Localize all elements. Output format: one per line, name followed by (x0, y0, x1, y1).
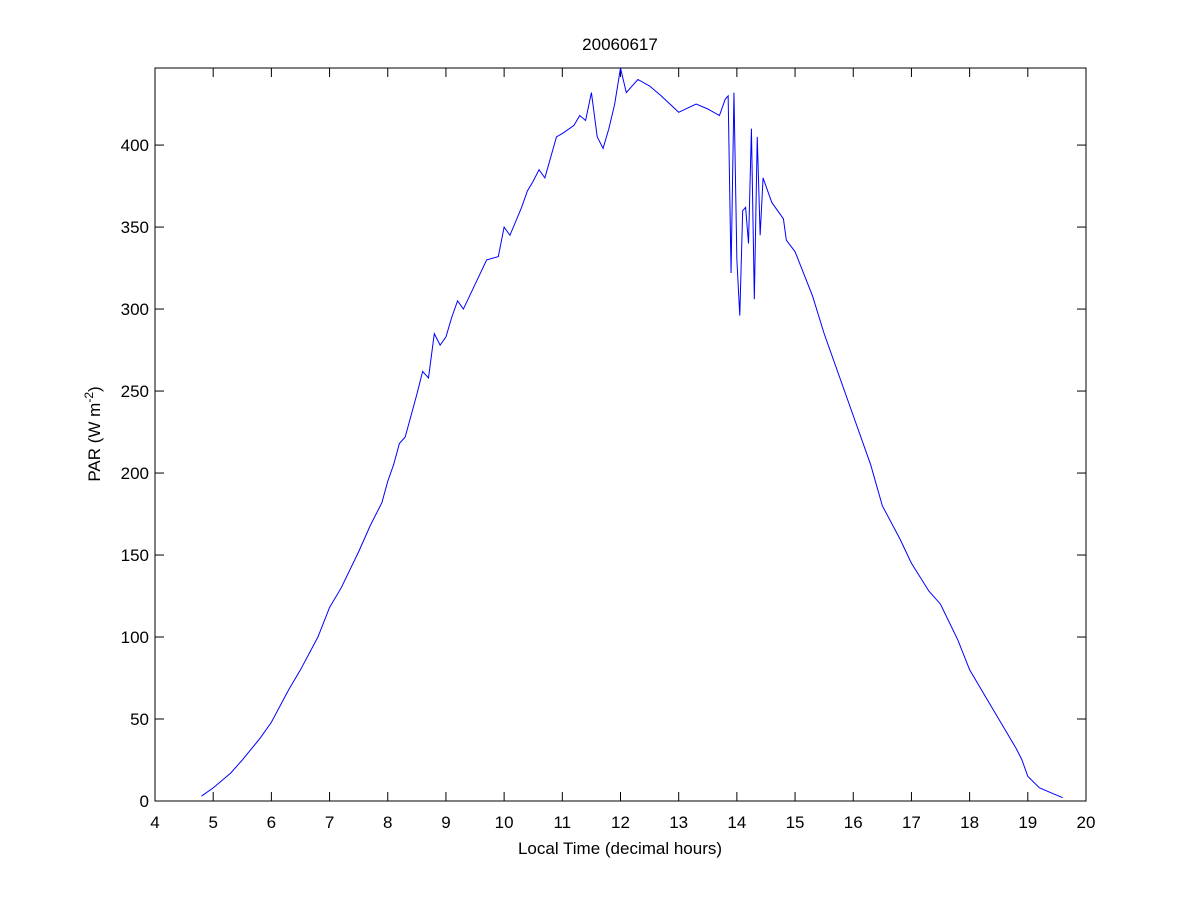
y-tick-label: 300 (121, 300, 149, 319)
x-tick-label: 12 (611, 813, 630, 832)
y-tick-label: 0 (140, 792, 149, 811)
x-tick-label: 15 (786, 813, 805, 832)
y-axis-label: PAR (W m-2) (82, 386, 104, 481)
x-tick-label: 4 (150, 813, 159, 832)
y-label-text: PAR (W m (85, 403, 104, 482)
x-tick-label: 16 (844, 813, 863, 832)
x-tick-label: 17 (902, 813, 921, 832)
y-tick-label: 350 (121, 218, 149, 237)
y-label-suffix: ) (85, 386, 104, 392)
x-tick-label: 20 (1077, 813, 1096, 832)
x-tick-label: 9 (441, 813, 450, 832)
x-tick-label: 7 (325, 813, 334, 832)
y-tick-label: 150 (121, 546, 149, 565)
y-label-superscript: -2 (82, 392, 96, 403)
data-line (201, 67, 1063, 799)
x-tick-label: 5 (208, 813, 217, 832)
x-tick-label: 11 (553, 813, 571, 832)
y-tick-label: 100 (121, 628, 149, 647)
y-tick-label: 50 (130, 710, 149, 729)
x-tick-label: 14 (727, 813, 746, 832)
x-tick-label: 8 (383, 813, 392, 832)
x-tick-label: 19 (1018, 813, 1037, 832)
y-tick-label: 250 (121, 382, 149, 401)
x-tick-label: 13 (669, 813, 688, 832)
x-tick-label: 6 (267, 813, 276, 832)
y-tick-label: 400 (121, 136, 149, 155)
x-tick-label: 18 (960, 813, 979, 832)
x-axis-label: Local Time (decimal hours) (518, 839, 722, 858)
x-tick-label: 10 (495, 813, 514, 832)
chart-title: 20060617 (582, 35, 658, 54)
y-tick-label: 200 (121, 464, 149, 483)
